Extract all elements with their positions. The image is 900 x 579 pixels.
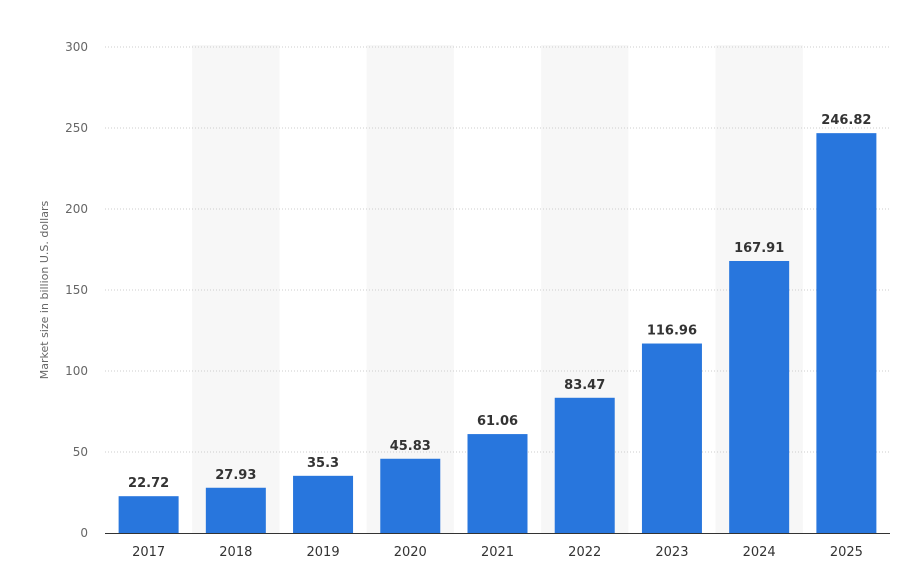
bar-2018: [205, 487, 266, 533]
y-tick-label-50: 50: [73, 445, 88, 459]
bar-2021: [467, 434, 528, 533]
y-axis-title: Market size in billion U.S. dollars: [38, 201, 51, 380]
bars: [118, 133, 877, 533]
bar-2022: [554, 397, 615, 533]
x-tick-label-2020: 2020: [394, 545, 427, 560]
data-label-2024: 167.91: [734, 241, 784, 256]
x-tick-label-2018: 2018: [219, 545, 252, 560]
y-tick-label-0: 0: [80, 526, 88, 540]
y-tick-label-250: 250: [65, 121, 88, 135]
data-label-2023: 116.96: [647, 324, 697, 339]
x-tick-label-2017: 2017: [132, 545, 165, 560]
data-label-2018: 27.93: [215, 468, 256, 483]
x-tick-label-2024: 2024: [743, 545, 776, 560]
bar-2017: [118, 496, 179, 533]
y-tick-label-150: 150: [65, 283, 88, 297]
x-tick-label-2019: 2019: [307, 545, 340, 560]
bar-2025: [816, 133, 877, 533]
bar-2020: [380, 458, 441, 533]
x-axis-ticks: 2017 2018 2019 2020 2021 2022 2023 2024 2025: [132, 545, 863, 560]
data-label-2021: 61.06: [477, 414, 518, 429]
x-tick-label-2025: 2025: [830, 545, 863, 560]
data-label-2020: 45.83: [390, 439, 431, 454]
y-axis-ticks: 0 50 100 150 200 250 300: [65, 40, 88, 540]
column-shade-2018: [192, 45, 280, 533]
y-tick-label-200: 200: [65, 202, 88, 216]
bar-2024: [729, 260, 790, 533]
data-label-2017: 22.72: [128, 476, 169, 491]
data-label-2022: 83.47: [564, 378, 605, 393]
bar-2019: [293, 475, 354, 533]
bar-2023: [641, 343, 702, 533]
data-label-2019: 35.3: [307, 456, 339, 471]
x-tick-label-2022: 2022: [568, 545, 601, 560]
data-label-2025: 246.82: [821, 113, 871, 128]
y-tick-label-100: 100: [65, 364, 88, 378]
x-tick-label-2021: 2021: [481, 545, 514, 560]
y-tick-label-300: 300: [65, 40, 88, 54]
x-tick-label-2023: 2023: [655, 545, 688, 560]
data-labels: 22.72 27.93 35.3 45.83 61.06 83.47 116.96 167.9…: [128, 113, 871, 491]
